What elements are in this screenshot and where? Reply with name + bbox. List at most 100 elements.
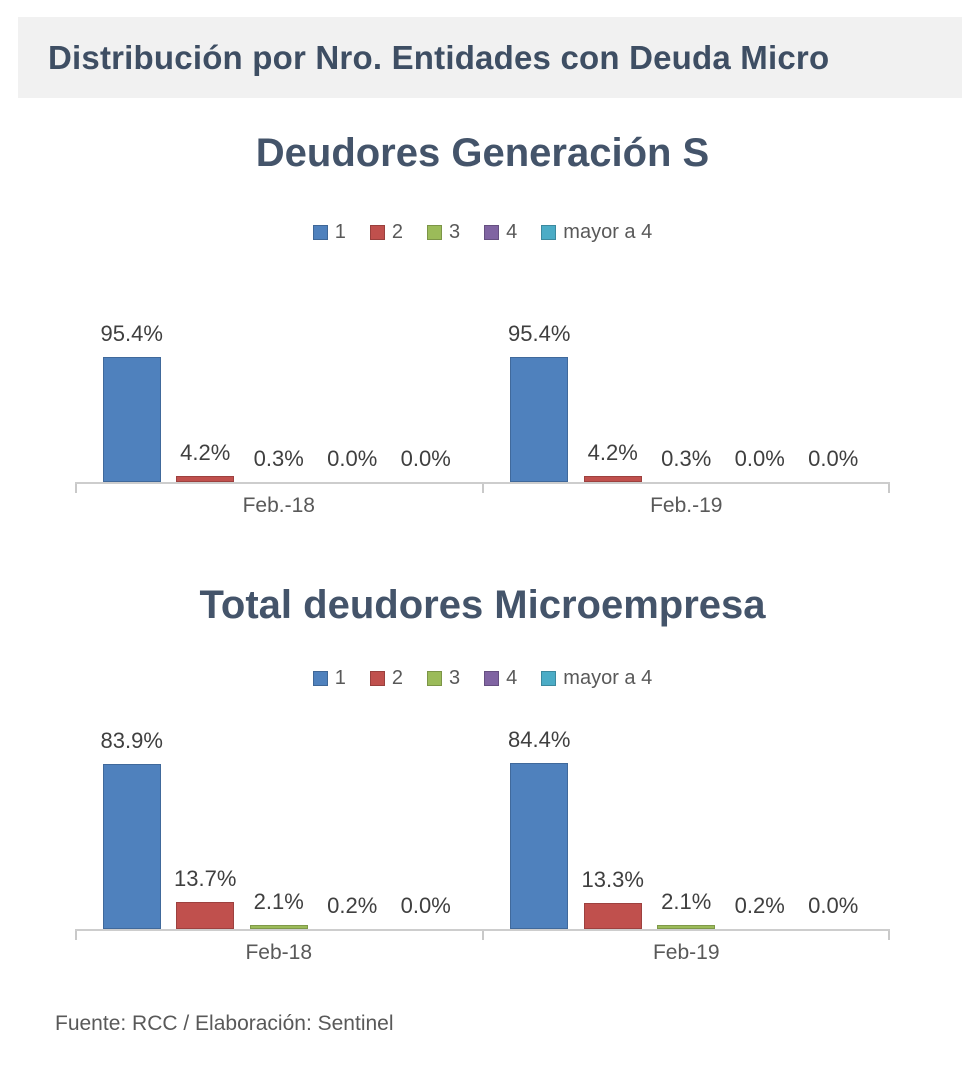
legend-label: mayor a 4 [563,667,653,689]
bar-slot: 0.0% [723,446,797,482]
bar-series-1 [102,357,161,482]
category-group-Feb-19: 84.4% 13.3% 2.1% 0.2% 0.0% [483,725,891,929]
legend-label: 3 [449,221,461,243]
data-label: 95.4% [508,321,571,346]
chart-title: Total deudores Microempresa [199,583,766,627]
bar-slot: 84.4% [503,727,577,929]
bar-slot: 0.0% [389,446,463,482]
bar-slot: 13.7% [169,866,243,929]
legend-swatch-icon [427,670,443,686]
category-label: Feb-19 [652,941,720,964]
legend-item-1: 1 [312,667,346,689]
legend-swatch-icon [369,224,385,240]
data-label: 0.2% [734,893,785,918]
bar-slot: 0.2% [723,893,797,929]
category-axis-labels: Feb.-18 Feb.-19 [75,494,890,518]
data-label: 0.0% [400,446,451,471]
legend-item-mayor-a-4: mayor a 4 [541,222,652,242]
bar-series-1 [510,357,569,482]
legend-swatch-icon [427,224,443,240]
chart-deudores-generacion-s: Deudores Generación S 1 2 3 4 mayor a 4 95.4… [75,128,890,518]
legend-label: 3 [449,667,461,689]
legend-label: 4 [506,221,518,243]
bar-series-2 [176,476,235,482]
bar-series-1 [102,764,161,929]
legend: 1 2 3 4 mayor a 4 [75,668,890,688]
legend-item-4: 4 [484,668,517,688]
bar-slot: 0.0% [797,893,871,929]
data-label: 83.9% [100,728,163,753]
legend-swatch-icon [312,224,328,240]
bar-series-2 [176,902,235,929]
bar-slot: 95.4% [503,321,577,482]
bar-slot: 0.0% [316,446,390,482]
axis-tick [75,931,77,940]
report-header-band: Distribución por Nro. Entidades con Deud… [18,17,962,98]
bar-series-1 [510,763,569,929]
chart-title: Deudores Generación S [255,131,710,175]
bar-series-3 [657,925,716,929]
data-label: 13.7% [174,866,237,891]
legend-label: 2 [391,667,404,689]
legend-item-3: 3 [427,668,460,688]
category-group-Feb-19: 95.4% 4.2% 0.3% 0.0% 0.0% [483,292,891,482]
legend-item-2: 2 [369,667,404,689]
legend: 1 2 3 4 mayor a 4 [75,222,890,242]
bar-series-2 [583,903,642,929]
bar-series-2 [583,476,642,482]
bar-slot: 83.9% [95,728,169,929]
bar-slot: 0.3% [242,446,316,482]
data-label: 0.3% [253,446,304,471]
bar-slot: 0.0% [797,446,871,482]
legend-label: 2 [391,221,404,243]
bar-slot: 95.4% [95,321,169,482]
legend-label: 1 [334,667,346,689]
axis-tick [75,484,77,493]
legend-item-3: 3 [427,222,460,242]
data-label: 0.0% [400,893,451,918]
data-label: 0.0% [734,446,785,471]
legend-swatch-icon [484,670,500,686]
plot-area: 83.9% 13.7% 2.1% 0.2% 0.0% 84.4% 13.3% 2.1% 0.2%… [75,725,891,940]
category-label: Feb.-18 [242,494,315,517]
axis-tick [481,484,484,493]
data-label: 0.0% [808,446,859,471]
data-label: 84.4% [508,727,571,752]
axis-tick [888,484,890,493]
legend-label: 1 [334,221,346,243]
bar-slot: 13.3% [576,867,650,929]
data-label: 0.3% [661,446,712,471]
chart-total-deudores-microempresa: Total deudores Microempresa 1 2 3 4 mayor a … [75,580,890,965]
category-label: Feb.-19 [650,494,723,517]
legend-swatch-icon [541,224,557,240]
data-label: 13.3% [581,867,644,892]
category-group-Feb-18: 83.9% 13.7% 2.1% 0.2% 0.0% [75,725,483,929]
axis-tick [888,931,890,940]
legend-item-mayor-a-4: mayor a 4 [541,668,652,688]
data-label: 95.4% [100,321,163,346]
source-note: Fuente: RCC / Elaboración: Sentinel [55,1012,394,1035]
bar-slot: 4.2% [169,440,243,482]
bar-slot: 2.1% [242,889,316,929]
legend-swatch-icon [312,670,328,686]
legend-swatch-icon [484,224,500,240]
data-label: 0.0% [808,893,859,918]
legend-label: 4 [506,667,518,689]
bar-slot: 0.3% [650,446,724,482]
data-label: 0.0% [327,446,378,471]
bar-slot: 0.2% [316,893,390,929]
data-label: 4.2% [180,440,231,465]
bar-slot: 0.0% [389,893,463,929]
data-label: 0.2% [327,893,378,918]
report-title: Distribución por Nro. Entidades con Deud… [48,38,830,76]
legend-label: mayor a 4 [563,221,653,243]
legend-item-4: 4 [484,222,517,242]
legend-item-1: 1 [312,221,346,243]
category-axis-labels: Feb-18 Feb-19 [75,941,890,965]
bar-slot: 4.2% [576,440,650,482]
data-label: 4.2% [587,440,638,465]
category-label: Feb-18 [245,941,313,964]
legend-swatch-icon [541,670,557,686]
data-label: 2.1% [661,889,712,914]
axis-tick [481,931,484,940]
